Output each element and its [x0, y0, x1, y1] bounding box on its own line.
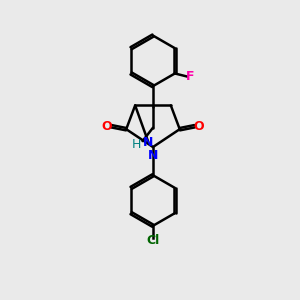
Text: O: O — [102, 120, 112, 133]
Text: O: O — [194, 120, 204, 133]
Text: Cl: Cl — [146, 234, 160, 247]
Text: N: N — [148, 148, 158, 161]
Text: H: H — [132, 138, 141, 151]
Text: N: N — [143, 136, 154, 149]
Text: F: F — [185, 70, 194, 83]
